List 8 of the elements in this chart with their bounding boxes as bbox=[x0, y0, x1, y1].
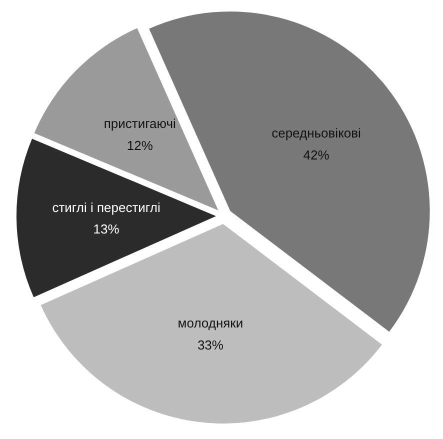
slice-label: молодняки bbox=[178, 315, 244, 330]
data-label: 13% bbox=[93, 222, 120, 237]
slice-label: пристигаючі bbox=[104, 116, 176, 132]
data-label: 42% bbox=[303, 147, 330, 162]
slice-label: стиглі і перестиглі bbox=[52, 200, 160, 215]
data-label: 12% bbox=[126, 138, 154, 154]
slice-label: середньовікові bbox=[272, 125, 362, 140]
data-label: 33% bbox=[197, 337, 224, 352]
